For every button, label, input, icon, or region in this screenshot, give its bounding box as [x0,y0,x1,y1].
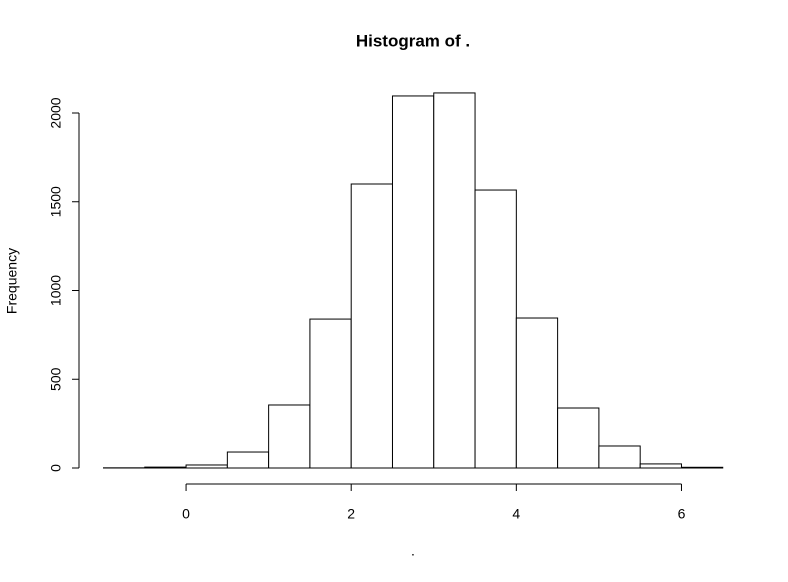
bar [226,451,270,469]
bar [639,463,682,469]
bar [557,407,600,469]
bar [391,95,435,469]
x-axis-label: . [411,543,415,559]
y-tick-label: 1000 [48,275,64,306]
x-tick-label: 6 [678,506,686,522]
bar [474,189,517,469]
bar [268,404,311,469]
bar [598,445,641,469]
bar [515,317,559,469]
bar [350,183,393,469]
y-axis-label: Frequency [4,248,20,314]
chart-title: Histogram of . [356,31,470,50]
y-tick-label: 0 [48,464,64,472]
x-tick-label: 4 [512,506,520,522]
bar [144,466,187,469]
bar [309,318,352,469]
x-tick-label: 2 [347,506,355,522]
bar [185,464,228,469]
y-tick-label: 500 [48,367,64,391]
bar [433,92,476,469]
x-tick-label: 0 [182,506,190,522]
y-tick-label: 2000 [48,97,64,128]
y-tick-label: 1500 [48,186,64,217]
bar [680,466,724,469]
